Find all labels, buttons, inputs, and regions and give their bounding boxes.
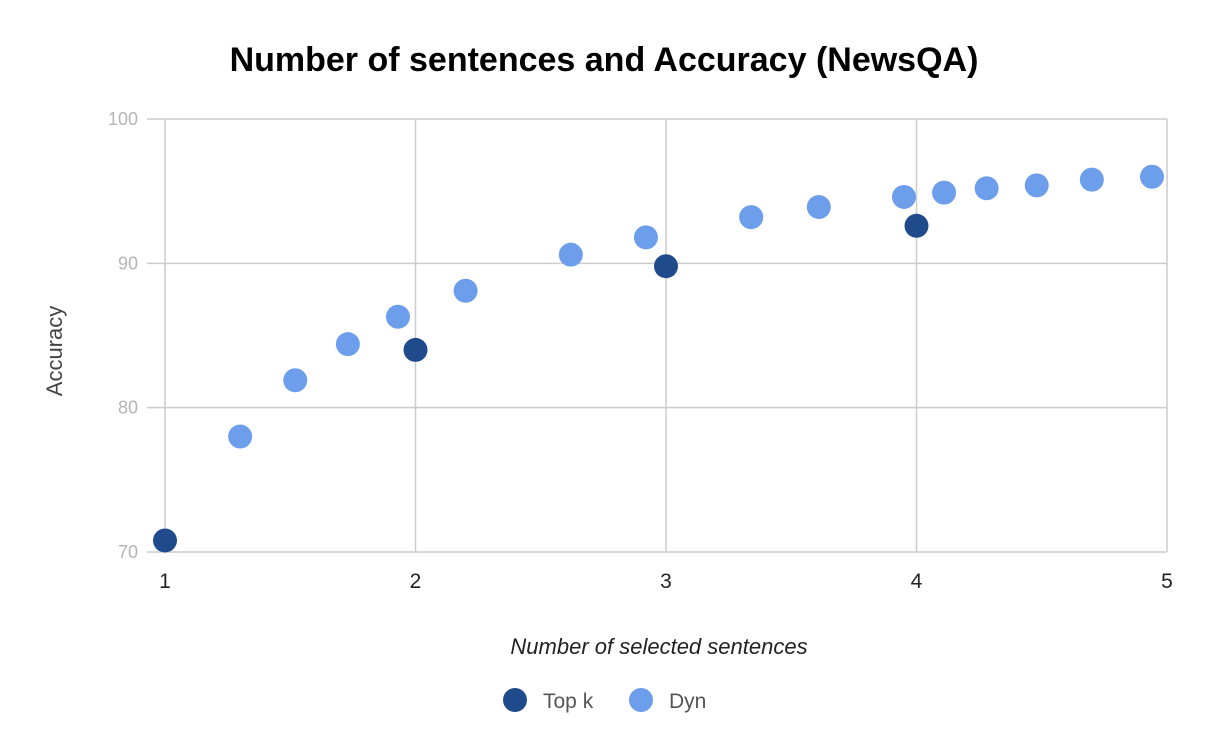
legend-marker xyxy=(629,688,653,712)
x-axis-ticks: 1 2 3 4 5 xyxy=(159,570,1173,593)
x-tick-label: 2 xyxy=(410,570,422,593)
y-axis-ticks: 70 80 90 100 xyxy=(108,109,138,562)
x-tick-label: 3 xyxy=(660,570,672,593)
legend: Top k Dyn xyxy=(503,688,706,713)
data-point xyxy=(806,195,831,220)
x-tick-label: 5 xyxy=(1161,570,1173,593)
x-tick-label: 1 xyxy=(159,570,171,593)
data-point xyxy=(891,184,916,209)
data-points xyxy=(153,164,1164,553)
data-point xyxy=(1079,167,1104,192)
series-top-k xyxy=(153,213,929,553)
data-point xyxy=(633,225,658,250)
data-point xyxy=(654,254,678,279)
data-point xyxy=(385,304,410,329)
data-point xyxy=(335,332,360,357)
y-tick-label: 90 xyxy=(118,253,138,273)
y-tick-label: 80 xyxy=(118,398,138,418)
data-point xyxy=(403,337,428,362)
grid xyxy=(147,118,1168,553)
data-point xyxy=(932,180,957,205)
data-point xyxy=(283,368,308,393)
y-axis-label: Accuracy xyxy=(42,306,67,396)
data-point xyxy=(453,278,478,303)
series-dyn xyxy=(228,164,1164,449)
chart-title: Number of sentences and Accuracy (NewsQA… xyxy=(230,41,979,79)
x-axis-label: Number of selected sentences xyxy=(510,634,807,659)
data-point xyxy=(739,205,764,230)
data-point xyxy=(904,213,929,238)
legend-label: Top k xyxy=(543,690,594,713)
legend-label: Dyn xyxy=(669,690,706,713)
x-tick-label: 4 xyxy=(911,570,923,593)
data-point xyxy=(153,528,177,553)
y-tick-label: 70 xyxy=(118,542,138,562)
data-point xyxy=(1024,173,1049,198)
data-point xyxy=(974,176,999,201)
data-point xyxy=(1139,164,1164,189)
data-point xyxy=(558,242,583,267)
y-tick-label: 100 xyxy=(108,109,138,129)
legend-marker xyxy=(503,688,527,712)
data-point xyxy=(228,424,253,449)
